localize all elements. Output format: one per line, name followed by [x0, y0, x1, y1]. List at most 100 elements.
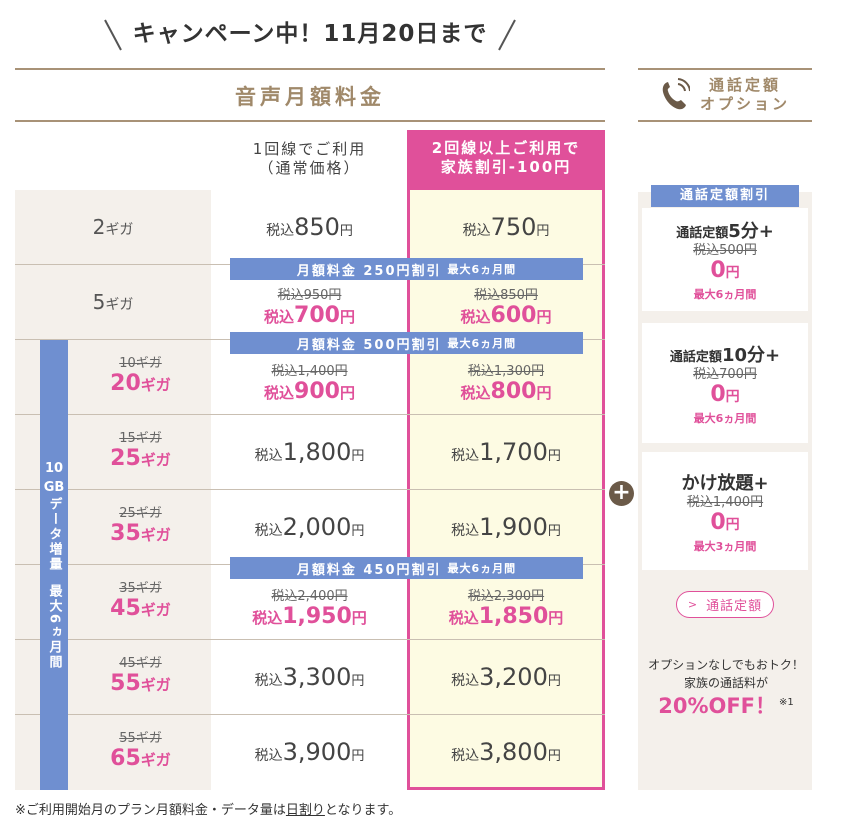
campaign-text: キャンペーン中！11月20日まで — [132, 21, 488, 47]
yen-unit: 円 — [351, 524, 365, 539]
tax-prefix: 税込 — [264, 384, 295, 402]
data-increase-unit: GB — [43, 480, 65, 496]
campaign-headline: キャンペーン中！11月20日まで — [0, 14, 620, 50]
family-price-25gb: 税込1,700円 — [407, 415, 605, 489]
price-value: 900 — [294, 379, 340, 404]
plan-label-55gb: 45ギガ 55ギガ — [70, 640, 211, 714]
old-data-amount: 10ギガ — [119, 356, 162, 371]
old-data-amount: 25ギガ — [119, 506, 162, 521]
discount-period: 最大6ヵ月間 — [693, 411, 757, 425]
plan-gb-unit: ギガ — [140, 676, 171, 694]
family-price-65gb: 税込3,800円 — [407, 715, 605, 789]
old-price: 税込850円 — [474, 288, 538, 303]
option-title: 5分+ — [728, 221, 774, 242]
family-price-55gb: 税込3,200円 — [407, 640, 605, 714]
normal-price-2gb: 税込850円 — [212, 190, 407, 264]
normal-price-25gb: 税込1,800円 — [212, 415, 407, 489]
price-value: 1,800 — [282, 438, 352, 466]
plan-gb-value: 2 — [92, 215, 106, 239]
option-card-unlimited: かけ放題+ 税込1,400円 0円 最大3ヵ月間 — [642, 452, 808, 570]
plan-label-25gb: 15ギガ 25ギガ — [70, 415, 211, 489]
tax-prefix: 税込 — [254, 748, 283, 764]
tax-prefix: 税込 — [266, 223, 295, 239]
discount-period: 最大6ヵ月間 — [693, 288, 757, 301]
call-option-link-button[interactable]: > 通話定額 — [676, 591, 774, 618]
yen-unit: 円 — [351, 674, 365, 689]
plan-gb-unit: ギガ — [105, 222, 134, 238]
price-value: 600 — [490, 303, 537, 328]
normal-price-55gb: 税込3,300円 — [212, 640, 407, 714]
column-header-family-line2: 家族割引-100円 — [440, 158, 572, 176]
data-increase-amount: 10 — [44, 461, 64, 477]
family-call-discount: 20%OFF！ ※1 — [640, 690, 812, 720]
plan-gb-unit: ギガ — [140, 601, 171, 619]
footnote-text: ※ご利用開始月のプラン月額料金・データ量は — [15, 803, 286, 818]
yen-unit: 円 — [339, 384, 355, 402]
old-price: 税込700円 — [693, 366, 757, 382]
price-value: 800 — [490, 379, 537, 404]
plan-label-45gb: 35ギガ 45ギガ — [70, 565, 211, 639]
plan-label-65gb: 55ギガ 65ギガ — [70, 715, 211, 789]
banner-sub: 最大6ヵ月間 — [447, 263, 517, 276]
tax-prefix: 税込 — [254, 673, 283, 689]
normal-price-45gb: 税込2,400円 税込1,950円 — [212, 581, 407, 639]
link-label: 通話定額 — [706, 599, 763, 614]
plan-gb-value: 45 — [110, 596, 141, 621]
tax-prefix: 税込 — [254, 523, 283, 539]
option-header-line1: 通話定額 — [708, 76, 781, 94]
tax-prefix: 税込 — [252, 609, 283, 627]
old-price: 税込950円 — [277, 288, 342, 303]
price-value: 1,850 — [478, 604, 549, 629]
price-value: 3,800 — [479, 738, 548, 766]
row-divider — [15, 639, 605, 640]
banner-main: 月額料金 250円割引 — [296, 263, 442, 279]
old-price: 税込2,300円 — [467, 589, 545, 604]
discount-banner-450: 月額料金 450円割引 最大6ヵ月間 — [230, 557, 583, 579]
call-option-header: 通話定額 オプション — [638, 68, 812, 122]
price-value: 0 — [710, 509, 726, 535]
price-value: 3,300 — [282, 663, 352, 691]
row-divider — [15, 714, 605, 715]
option-title: かけ放題+ — [681, 472, 769, 494]
prorated-link[interactable]: 日割り — [285, 803, 325, 818]
option-header-line2: オプション — [699, 95, 790, 113]
column-header-normal: 1回線でご利用 （通常価格） — [212, 140, 407, 178]
option-card-10min: 通話定額10分+ 税込700円 0円 最大6ヵ月間 — [642, 323, 808, 443]
tax-prefix: 税込 — [462, 223, 491, 239]
yen-unit: 円 — [547, 524, 561, 539]
price-value: 750 — [490, 213, 537, 241]
yen-unit: 円 — [725, 388, 740, 405]
plan-gb-unit: ギガ — [140, 376, 171, 394]
family-price-45gb: 税込2,300円 税込1,850円 — [407, 581, 605, 639]
plan-gb-unit: ギガ — [140, 751, 171, 769]
tax-prefix: 税込 — [451, 748, 480, 764]
plan-gb-unit: ギガ — [140, 451, 171, 469]
tax-prefix: 税込 — [451, 448, 480, 464]
yen-unit: 円 — [547, 749, 561, 764]
yen-unit: 円 — [351, 449, 365, 464]
option-note: オプションなしでもおトク！ 家族の通話料が — [640, 656, 812, 692]
column-header-family: 2回線以上ご利用で 家族割引-100円 — [407, 130, 605, 190]
normal-price-20gb: 税込1,400円 税込900円 — [212, 356, 407, 414]
column-header-normal-line2: （通常価格） — [258, 159, 361, 177]
call-discount-badge: 通話定額割引 — [651, 185, 799, 207]
tax-prefix: 税込 — [448, 609, 479, 627]
row-divider — [15, 414, 605, 415]
banner-sub: 最大6ヵ月間 — [447, 562, 517, 575]
discount-text: 20%OFF！ — [658, 694, 777, 718]
plan-label-5gb: 5ギガ — [15, 265, 211, 339]
old-data-amount: 45ギガ — [119, 656, 162, 671]
option-title-prefix: 通話定額 — [669, 349, 722, 365]
plan-gb-unit: ギガ — [140, 526, 171, 544]
discount-period: 最大3ヵ月間 — [693, 539, 757, 553]
plan-gb-value: 5 — [92, 290, 106, 314]
chevron-right-icon: > — [687, 598, 699, 611]
option-note-line2: 家族の通話料が — [683, 676, 768, 690]
data-increase-text: データ増量 — [46, 497, 62, 573]
tax-prefix: 税込 — [451, 523, 480, 539]
old-data-amount: 55ギガ — [119, 731, 162, 746]
footnote: ※ご利用開始月のプラン月額料金・データ量は日割りとなります。 — [15, 799, 401, 818]
family-price-35gb: 税込1,900円 — [407, 490, 605, 564]
price-value: 2,000 — [282, 513, 352, 541]
slash-left-icon — [102, 20, 124, 50]
